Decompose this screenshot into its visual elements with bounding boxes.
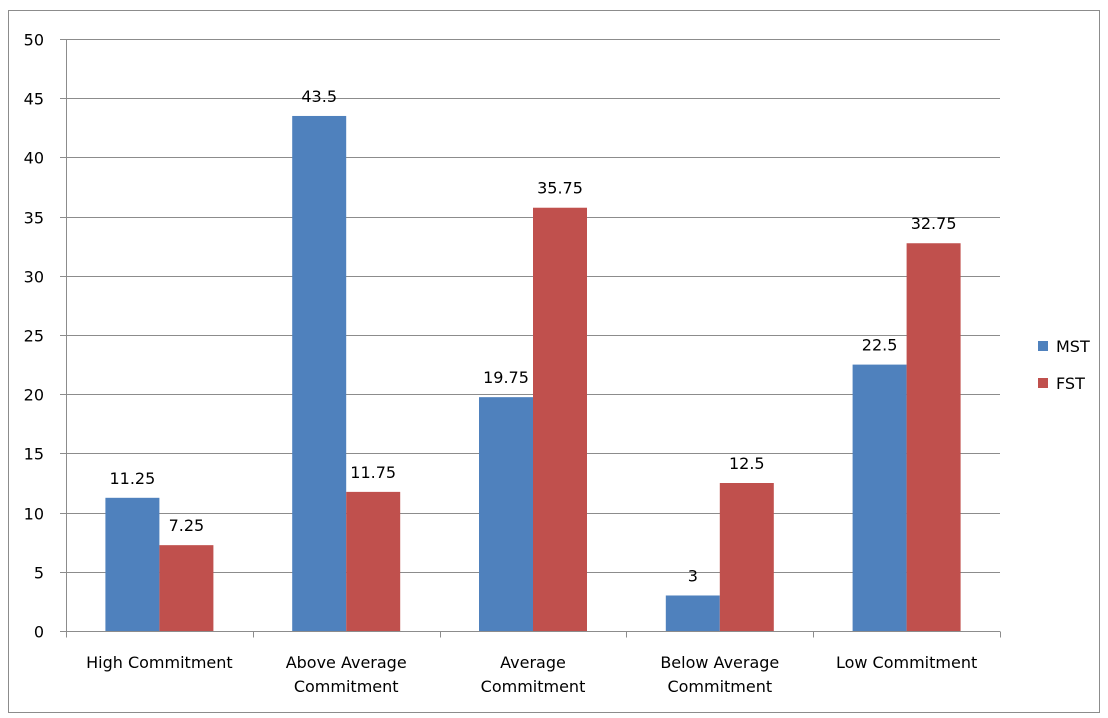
bar-fst bbox=[346, 491, 401, 631]
bar-fst bbox=[159, 545, 214, 631]
y-tick-label: 15 bbox=[24, 445, 44, 464]
bar-mst bbox=[665, 595, 720, 631]
data-label-mst: 11.25 bbox=[109, 469, 155, 488]
category-label: Average bbox=[500, 653, 566, 672]
data-label-mst: 22.5 bbox=[862, 336, 898, 355]
y-tick-label: 25 bbox=[24, 327, 44, 346]
category-label: Below Average bbox=[660, 653, 779, 672]
category-label: Above Average bbox=[286, 653, 407, 672]
data-labels: 11.25 43.5 19.75 3 22.5 7.25 11.75 35.75 12.5 32.… bbox=[109, 87, 956, 586]
data-label-fst: 7.25 bbox=[169, 516, 205, 535]
x-axis: High Commitment Above Average Commitment Av… bbox=[66, 631, 1001, 696]
bar-fst bbox=[906, 243, 961, 632]
y-tick-label: 40 bbox=[24, 149, 44, 168]
data-label-fst: 35.75 bbox=[537, 179, 583, 198]
y-axis: 0 5 10 15 20 25 30 35 40 45 50 bbox=[24, 31, 67, 642]
data-label-mst: 43.5 bbox=[301, 87, 337, 106]
bar-mst bbox=[852, 364, 907, 631]
data-label-fst: 12.5 bbox=[729, 454, 765, 473]
category-label: High Commitment bbox=[86, 653, 233, 672]
legend-label-mst: MST bbox=[1056, 337, 1090, 356]
category-label: Commitment bbox=[294, 677, 399, 696]
bar-mst bbox=[292, 115, 347, 631]
legend-swatch-mst bbox=[1038, 341, 1048, 351]
y-tick-label: 50 bbox=[24, 31, 44, 50]
category-label: Commitment bbox=[481, 677, 586, 696]
bar-fst bbox=[719, 483, 774, 631]
y-tick-label: 5 bbox=[34, 564, 44, 583]
y-tick-label: 0 bbox=[34, 623, 44, 642]
y-tick-label: 20 bbox=[24, 386, 44, 405]
data-label-fst: 11.75 bbox=[350, 463, 396, 482]
legend: MST FST bbox=[1038, 337, 1090, 393]
y-tick-label: 45 bbox=[24, 90, 44, 109]
bar-mst bbox=[479, 397, 533, 631]
bar-mst bbox=[105, 497, 160, 631]
y-tick-label: 30 bbox=[24, 268, 44, 287]
data-label-mst: 19.75 bbox=[483, 368, 529, 387]
data-label-fst: 32.75 bbox=[911, 214, 957, 233]
legend-label-fst: FST bbox=[1056, 374, 1085, 393]
category-label: Commitment bbox=[667, 677, 772, 696]
category-label: Low Commitment bbox=[836, 653, 977, 672]
bar-fst bbox=[533, 207, 587, 631]
legend-swatch-fst bbox=[1038, 378, 1048, 388]
bars bbox=[105, 115, 961, 632]
data-label-mst: 3 bbox=[688, 566, 698, 585]
y-tick-label: 10 bbox=[24, 505, 44, 524]
y-tick-label: 35 bbox=[24, 209, 44, 228]
